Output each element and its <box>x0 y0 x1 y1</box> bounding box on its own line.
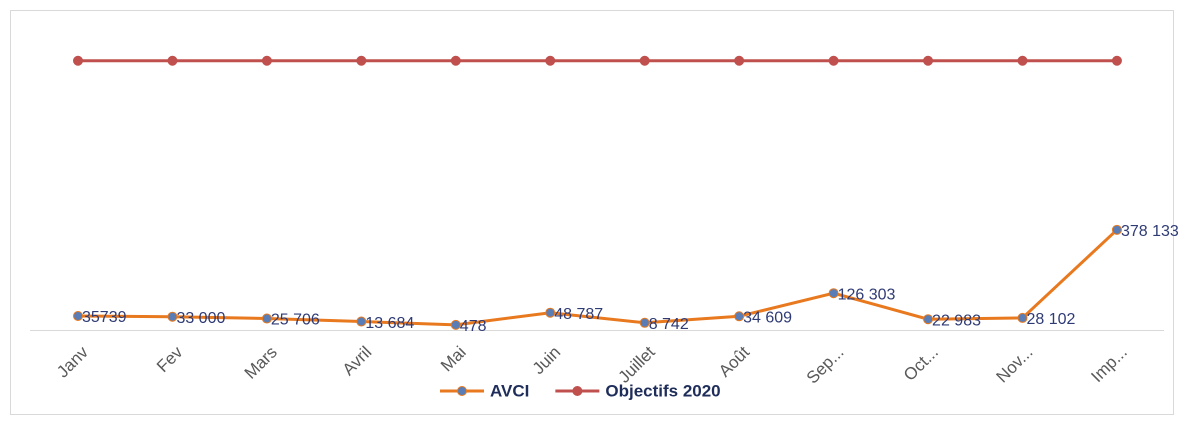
x-tick-label: Juillet <box>615 342 659 386</box>
x-tick-label: Avril <box>339 343 376 380</box>
x-tick-label: Juin <box>529 343 564 378</box>
marker <box>923 55 934 66</box>
marker <box>450 319 461 330</box>
x-tick-label: Mars <box>241 343 281 383</box>
marker <box>828 288 839 299</box>
data-label: 478 <box>460 318 487 335</box>
marker <box>167 55 178 66</box>
marker <box>1017 312 1028 323</box>
data-label: 33 000 <box>176 310 225 327</box>
x-tick-label: Sep... <box>803 343 848 388</box>
chart-frame <box>10 10 1174 415</box>
data-label: 28 102 <box>1027 311 1076 328</box>
marker <box>450 55 461 66</box>
marker <box>828 55 839 66</box>
legend-marker <box>457 386 467 396</box>
series-line <box>77 228 1118 327</box>
marker <box>545 55 556 66</box>
marker <box>73 311 83 322</box>
data-label: 378 133 <box>1121 223 1179 240</box>
x-tick-label: Août <box>715 342 753 380</box>
data-label: 34 609 <box>743 310 792 327</box>
marker <box>261 55 272 66</box>
marker <box>923 314 934 325</box>
marker <box>639 55 650 66</box>
marker <box>734 311 745 322</box>
x-tick-label: Imp... <box>1087 343 1130 386</box>
marker <box>639 317 650 328</box>
marker <box>545 307 556 318</box>
legend-label: Objectifs 2020 <box>605 381 720 400</box>
x-tick-label: Mai <box>437 343 470 376</box>
data-label: 35739 <box>82 309 127 326</box>
marker <box>261 313 272 324</box>
marker <box>1111 55 1122 66</box>
data-label: 13 684 <box>365 315 414 332</box>
marker <box>356 316 367 327</box>
marker <box>1017 55 1028 66</box>
marker <box>356 55 367 66</box>
marker <box>1111 224 1122 235</box>
marker <box>73 55 83 66</box>
legend-marker <box>572 386 583 396</box>
marker <box>734 55 745 66</box>
x-tick-label: Oct... <box>900 343 942 385</box>
data-label: 126 303 <box>838 286 896 303</box>
x-tick-label: Nov... <box>993 343 1037 387</box>
x-tick-label: Fev <box>153 342 187 376</box>
legend-label: AVCI <box>490 381 529 400</box>
data-label: 25 706 <box>271 312 320 329</box>
marker <box>167 311 178 322</box>
x-tick-label: Janv <box>53 342 92 381</box>
data-label: 22 983 <box>932 312 981 329</box>
data-label: 48 787 <box>554 306 603 323</box>
data-label: 8 742 <box>649 316 689 333</box>
